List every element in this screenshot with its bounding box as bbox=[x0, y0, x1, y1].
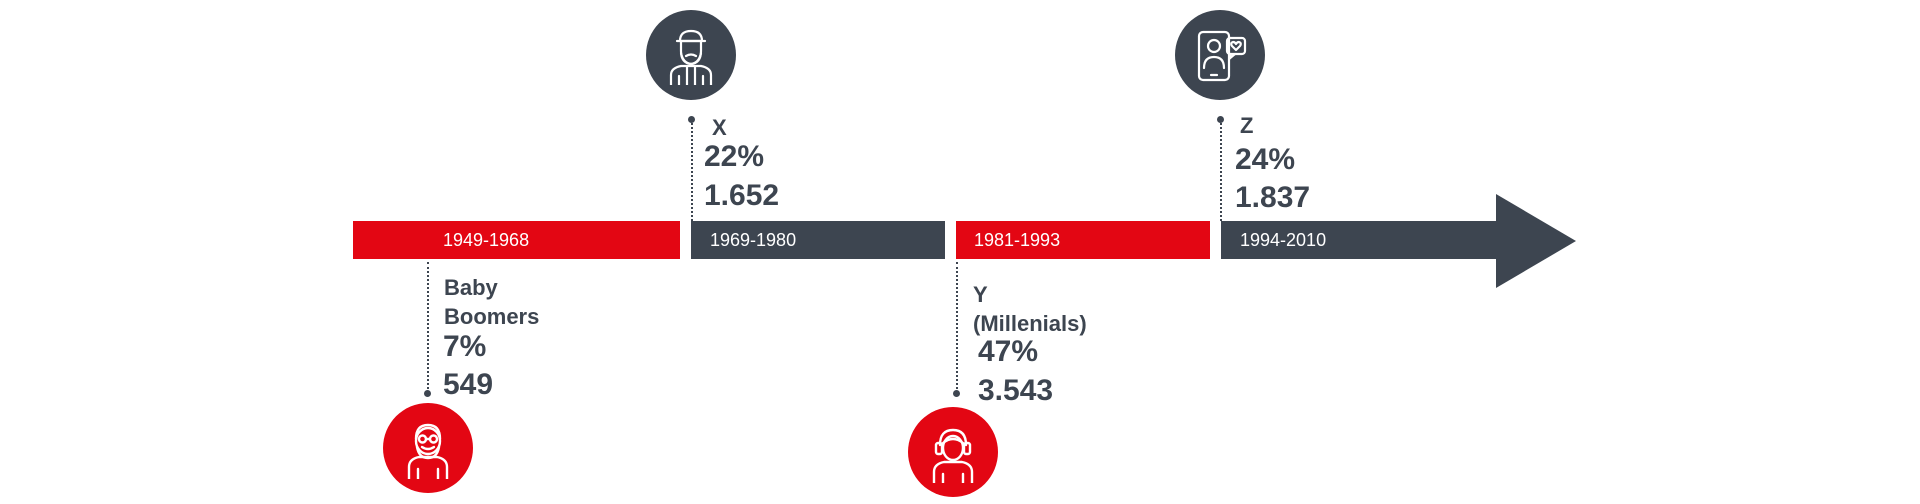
connector-dot bbox=[688, 116, 695, 123]
timeline-arrow-head bbox=[1496, 194, 1576, 288]
timeline-segment-1981-1993: 1981-1993 bbox=[956, 221, 1210, 259]
generation-name-baby-boomers: Baby Boomers bbox=[444, 273, 539, 331]
name-line: Boomers bbox=[444, 304, 540, 329]
generation-percent: 47% bbox=[978, 335, 1039, 368]
headset-person-icon bbox=[908, 407, 998, 497]
timeline-segment-1994-2010: 1994-2010 bbox=[1221, 221, 1501, 259]
generation-count: 549 bbox=[443, 368, 494, 401]
connector-line-x bbox=[691, 120, 693, 221]
generation-percent: 24% bbox=[1235, 143, 1296, 176]
bearded-man-icon bbox=[646, 10, 736, 100]
generation-percent: 22% bbox=[704, 140, 765, 173]
name-line: (Millenials) bbox=[973, 311, 1087, 336]
timeline-segment-1949-1968: 1949-1968 bbox=[353, 221, 680, 259]
smartphone-person-icon bbox=[1175, 10, 1265, 100]
connector-line-y bbox=[956, 262, 958, 393]
name-line: Y bbox=[973, 282, 988, 307]
generation-count: 1.652 bbox=[704, 179, 780, 212]
period-label: 1949-1968 bbox=[443, 230, 530, 250]
elderly-person-icon bbox=[383, 403, 473, 493]
connector-dot bbox=[953, 390, 960, 397]
period-label: 1981-1993 bbox=[974, 230, 1061, 250]
timeline-segment-1969-1980: 1969-1980 bbox=[691, 221, 945, 259]
generation-name-z: Z bbox=[1240, 113, 1254, 138]
period-label: 1994-2010 bbox=[1240, 230, 1327, 250]
name-line: Baby bbox=[444, 275, 498, 300]
connector-dot bbox=[424, 390, 431, 397]
connector-dot bbox=[1217, 116, 1224, 123]
generation-name-x: X bbox=[712, 115, 727, 140]
generation-percent: 7% bbox=[443, 330, 487, 363]
period-label: 1969-1980 bbox=[710, 230, 797, 250]
connector-line-z bbox=[1220, 120, 1222, 221]
generation-count: 3.543 bbox=[978, 374, 1054, 407]
generation-name-y: Y (Millenials) bbox=[973, 280, 1087, 338]
connector-line-baby-boomers bbox=[427, 262, 429, 393]
generation-count: 1.837 bbox=[1235, 181, 1311, 214]
